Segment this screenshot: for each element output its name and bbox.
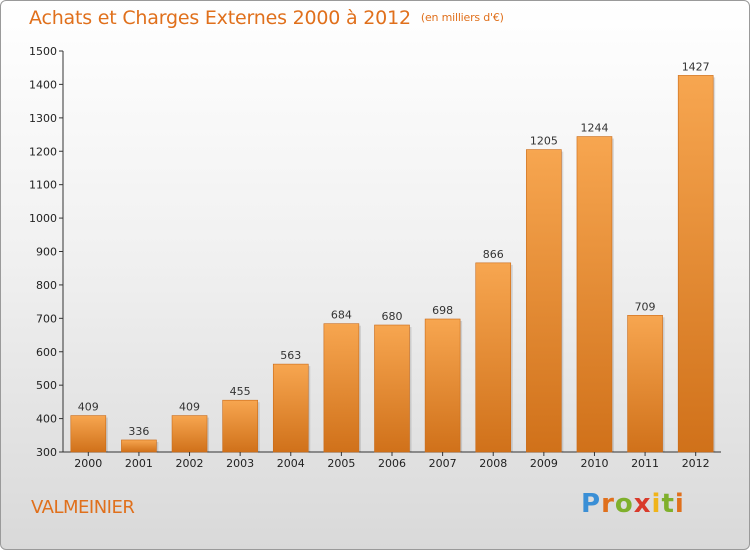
x-tick-label: 2010: [580, 457, 608, 470]
y-tick-label: 1200: [29, 145, 57, 158]
x-tick-label: 2008: [479, 457, 507, 470]
bar: [323, 323, 360, 453]
x-tick-label: 2011: [631, 457, 659, 470]
bar: [121, 439, 157, 453]
y-tick-label: 900: [36, 246, 57, 259]
bar: [526, 149, 562, 453]
x-tick-label: 2002: [176, 457, 204, 470]
bar: [424, 318, 461, 453]
x-tick-label: 2005: [327, 457, 355, 470]
bar-value-label: 680: [382, 310, 403, 323]
y-tick-label: 1100: [29, 179, 57, 192]
bar-value-label: 409: [179, 401, 200, 414]
y-tick-label: 500: [36, 379, 57, 392]
bar: [475, 262, 512, 453]
y-tick-label: 1300: [29, 112, 57, 125]
bar-value-label: 563: [280, 349, 301, 362]
commune-name: VALMEINIER: [31, 497, 135, 518]
bar: [171, 415, 208, 453]
bar-value-label: 709: [635, 300, 656, 313]
y-tick-label: 1500: [29, 45, 57, 58]
bar-value-label: 698: [432, 304, 453, 317]
y-tick-label: 600: [36, 346, 57, 359]
x-tick-label: 2009: [530, 457, 558, 470]
logo-letter: P: [581, 489, 602, 519]
bar-value-label: 336: [128, 425, 149, 438]
y-tick-label: 400: [36, 413, 57, 426]
logo-letter: i: [651, 489, 662, 519]
logo-letter: r: [601, 489, 615, 519]
x-tick-label: 2003: [226, 457, 254, 470]
y-tick-label: 700: [36, 312, 57, 325]
bar-value-label: 1205: [530, 135, 558, 148]
bar-value-label: 409: [78, 401, 99, 414]
bar-value-label: 455: [230, 385, 251, 398]
y-tick-label: 1400: [29, 78, 57, 91]
chart-unit: (en milliers d'€): [420, 11, 504, 24]
bar-value-label: 866: [483, 248, 504, 261]
x-tick-label: 2007: [429, 457, 457, 470]
chart-title-text: Achats et Charges Externes 2000 à 2012: [29, 7, 411, 29]
x-tick-label: 2006: [378, 457, 406, 470]
x-tick-label: 2000: [74, 457, 102, 470]
y-tick-label: 1000: [29, 212, 57, 225]
bar-value-label: 1244: [580, 122, 608, 135]
bar: [627, 315, 663, 453]
logo-letter: x: [633, 489, 652, 519]
bar: [222, 399, 258, 453]
logo-letter: i: [674, 489, 685, 519]
bar-value-label: 684: [331, 309, 352, 322]
bar: [677, 75, 714, 453]
y-tick-label: 300: [36, 446, 57, 459]
bar: [70, 415, 107, 453]
chart-title: Achats et Charges Externes 2000 à 2012 (e…: [29, 7, 504, 29]
logo-letter: t: [661, 489, 675, 519]
bar-value-label: 1427: [682, 60, 710, 73]
bar: [272, 363, 309, 453]
logo-letter: o: [614, 489, 634, 519]
y-tick-label: 800: [36, 279, 57, 292]
proxiti-logo: Proxiti: [581, 489, 685, 519]
bar: [374, 324, 410, 453]
x-tick-label: 2004: [277, 457, 305, 470]
x-tick-label: 2001: [125, 457, 153, 470]
x-tick-label: 2012: [682, 457, 710, 470]
bar: [576, 136, 613, 453]
